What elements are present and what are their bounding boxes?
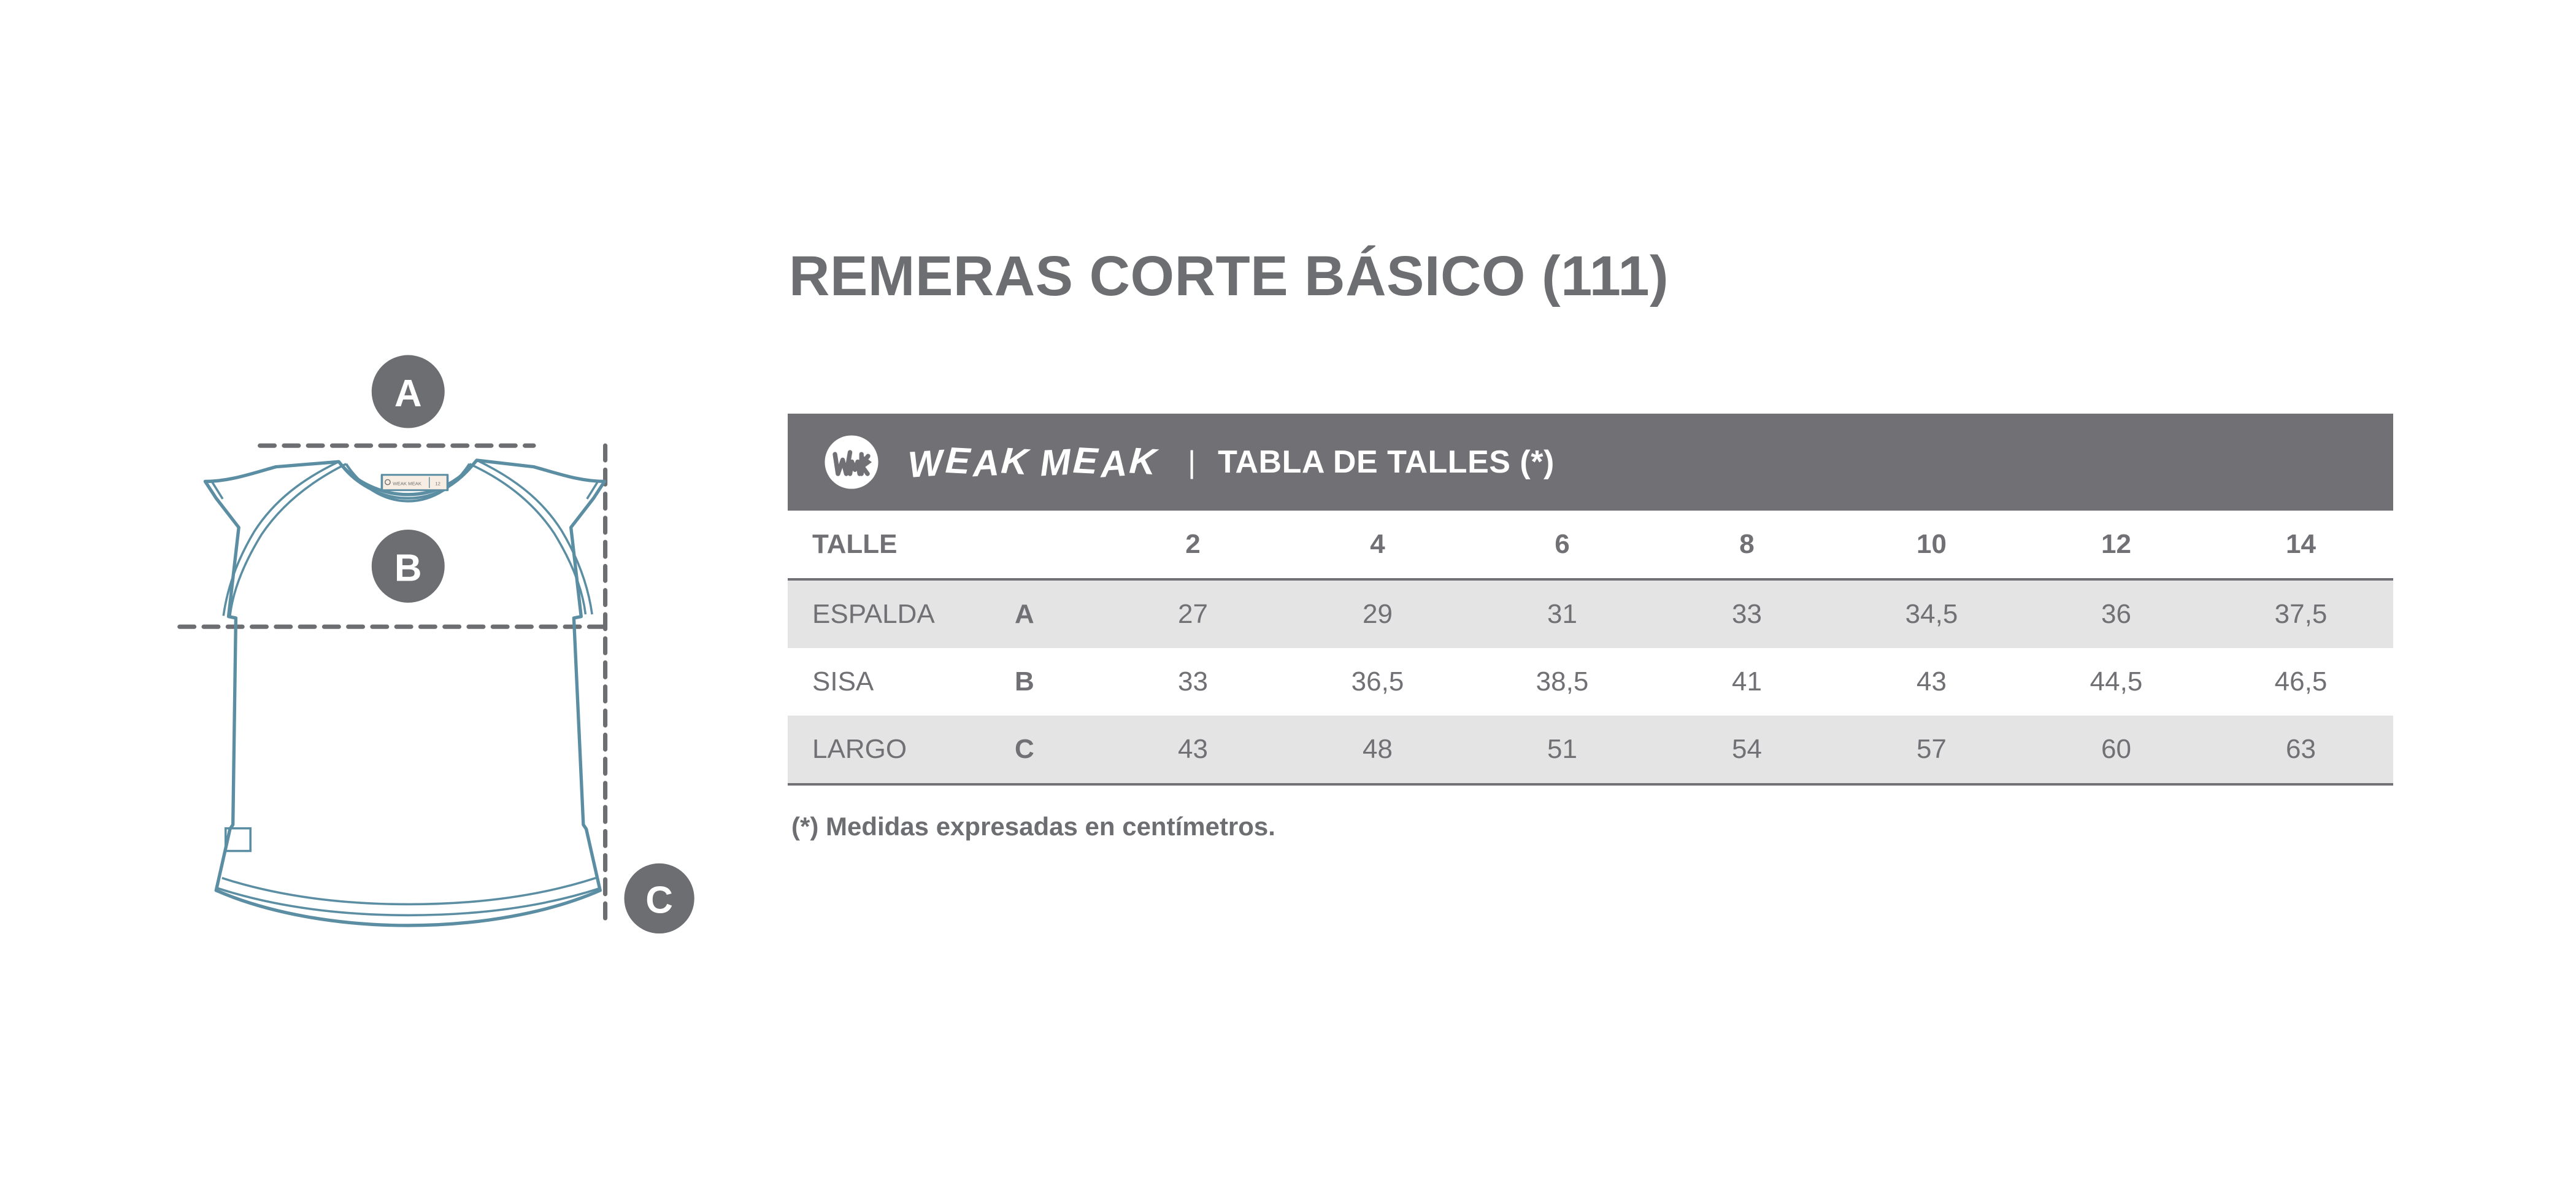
svg-text:WEAK MEAK: WEAK MEAK bbox=[393, 481, 422, 486]
svg-text:C: C bbox=[645, 879, 673, 922]
svg-text:12: 12 bbox=[435, 481, 440, 486]
svg-text:B: B bbox=[394, 547, 422, 589]
svg-text:A: A bbox=[394, 373, 422, 415]
